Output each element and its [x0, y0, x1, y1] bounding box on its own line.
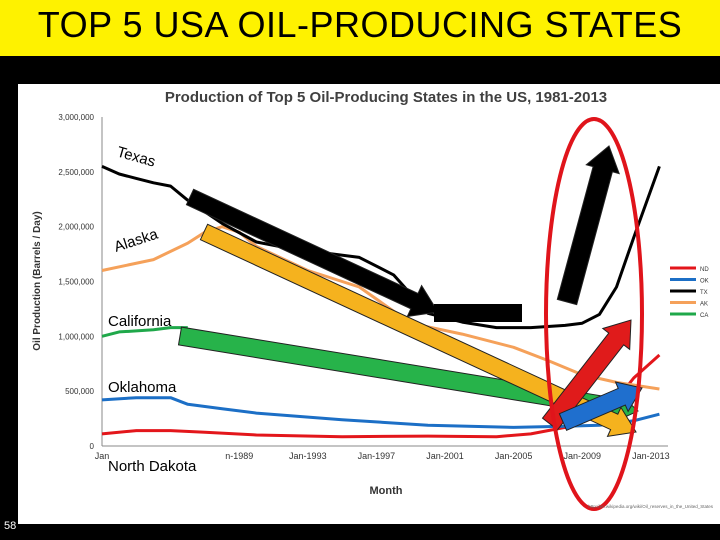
label-oklahoma: Oklahoma [108, 379, 177, 396]
x-tick-label: Jan-1997 [358, 451, 396, 461]
y-tick-label: 0 [90, 442, 95, 451]
legend-label-ok: OK [700, 279, 709, 285]
label-california: California [108, 313, 172, 330]
x-tick-label: Jan-2009 [563, 451, 601, 461]
label-texas: Texas [115, 144, 157, 171]
x-axis-label: Month [370, 485, 403, 497]
texas-rise-arrow [556, 145, 621, 306]
highlight-ellipse [544, 117, 644, 511]
y-axis-label: Oil Production (Barrels / Day) [32, 211, 43, 350]
label-alaska: Alaska [112, 226, 161, 256]
legend-label-ak: AK [700, 302, 708, 308]
title-bar: TOP 5 USA OIL-PRODUCING STATES [0, 0, 720, 56]
series-line-ca [101, 326, 188, 338]
x-tick-label: Jan-2005 [495, 451, 533, 461]
chart-panel: Production of Top 5 Oil-Producing States… [18, 84, 720, 524]
alaska-decline-arrow [199, 223, 637, 438]
legend-label-tx: TX [700, 290, 708, 296]
chart-title: Production of Top 5 Oil-Producing States… [165, 89, 607, 106]
slide-title: TOP 5 USA OIL-PRODUCING STATES [37, 4, 683, 45]
x-tick-label: Jan-2013 [632, 451, 670, 461]
y-tick-label: 1,000,000 [58, 332, 94, 341]
legend-label-nd: ND [700, 267, 709, 273]
slide-number: 58 [4, 520, 17, 532]
series-line-ak [101, 225, 660, 391]
y-tick-label: 3,000,000 [58, 113, 94, 122]
y-tick-label: 500,000 [65, 387, 94, 396]
oil-production-chart: Production of Top 5 Oil-Producing States… [32, 89, 714, 511]
y-tick-label: 1,500,000 [58, 278, 94, 287]
oklahoma-rise-arrow [558, 381, 643, 431]
series-line-tx [101, 165, 661, 330]
x-tick-label: Jan-2001 [426, 451, 464, 461]
texas-flat-bar [434, 304, 522, 322]
legend-label-ca: CA [700, 313, 708, 319]
x-tick-label: Jan [95, 451, 110, 461]
label-north-dakota: North Dakota [108, 458, 197, 475]
x-tick-label: n-1989 [225, 451, 253, 461]
y-tick-label: 2,000,000 [58, 223, 94, 232]
source-url: http://en.wikipedia.org/wiki/Oil_reserve… [588, 504, 713, 509]
texas-decline-arrow [185, 188, 439, 318]
north-dakota-rise-arrow [541, 319, 632, 431]
x-tick-label: Jan-1993 [289, 451, 327, 461]
y-tick-label: 2,500,000 [58, 168, 94, 177]
series-line-ok [101, 396, 660, 429]
